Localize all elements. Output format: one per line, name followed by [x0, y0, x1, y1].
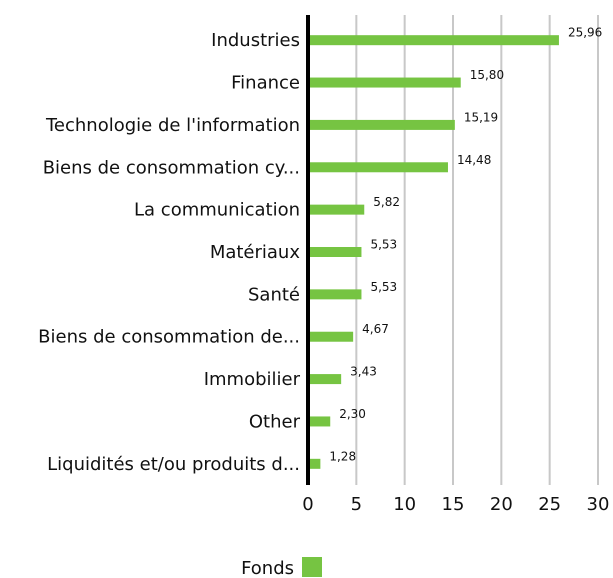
- value-label: 14,48: [457, 153, 491, 167]
- x-tick-label: 25: [538, 494, 561, 515]
- y-tick-label: Industries: [211, 30, 300, 51]
- bar: [308, 331, 354, 342]
- value-label: 15,19: [464, 110, 498, 124]
- x-tick-label: 5: [351, 494, 362, 515]
- bar: [308, 289, 362, 300]
- y-tick-label: Santé: [248, 284, 300, 305]
- bar: [308, 247, 362, 257]
- legend-swatch: [302, 557, 322, 577]
- bar: [308, 119, 455, 130]
- x-tick-label: 0: [302, 494, 313, 515]
- value-label: 15,80: [470, 68, 504, 82]
- value-label: 5,53: [370, 238, 397, 252]
- value-label: 2,30: [339, 407, 366, 421]
- x-tick-label: 30: [587, 494, 610, 515]
- bar: [308, 458, 321, 469]
- y-tick-label: La communication: [134, 200, 300, 221]
- y-tick-label: Immobilier: [204, 369, 301, 390]
- bar: [308, 204, 365, 215]
- y-tick-label: Liquidités et/ou produits d...: [47, 454, 300, 475]
- bar: [308, 162, 448, 173]
- y-tick-label: Matériaux: [210, 242, 301, 263]
- x-tick-label: 15: [442, 494, 465, 515]
- y-tick-label: Biens de consommation de...: [38, 327, 300, 348]
- x-tick-label: 10: [393, 494, 416, 515]
- value-label: 4,67: [362, 322, 389, 336]
- value-label: 25,96: [568, 26, 602, 40]
- y-tick-label: Finance: [231, 73, 300, 94]
- value-label: 1,28: [329, 449, 356, 463]
- y-tick-label: Biens de consommation cy...: [43, 157, 300, 178]
- value-label: 5,82: [373, 195, 400, 209]
- y-tick-label: Other: [249, 411, 301, 432]
- bar: [308, 35, 559, 46]
- legend-label: Fonds: [241, 558, 294, 578]
- bar: [308, 374, 342, 385]
- y-tick-label: Technologie de l'information: [45, 115, 300, 136]
- bar: [308, 77, 461, 88]
- x-tick-label: 20: [490, 494, 513, 515]
- bar: [308, 416, 331, 427]
- value-label: 5,53: [370, 280, 397, 294]
- value-label: 3,43: [350, 365, 377, 379]
